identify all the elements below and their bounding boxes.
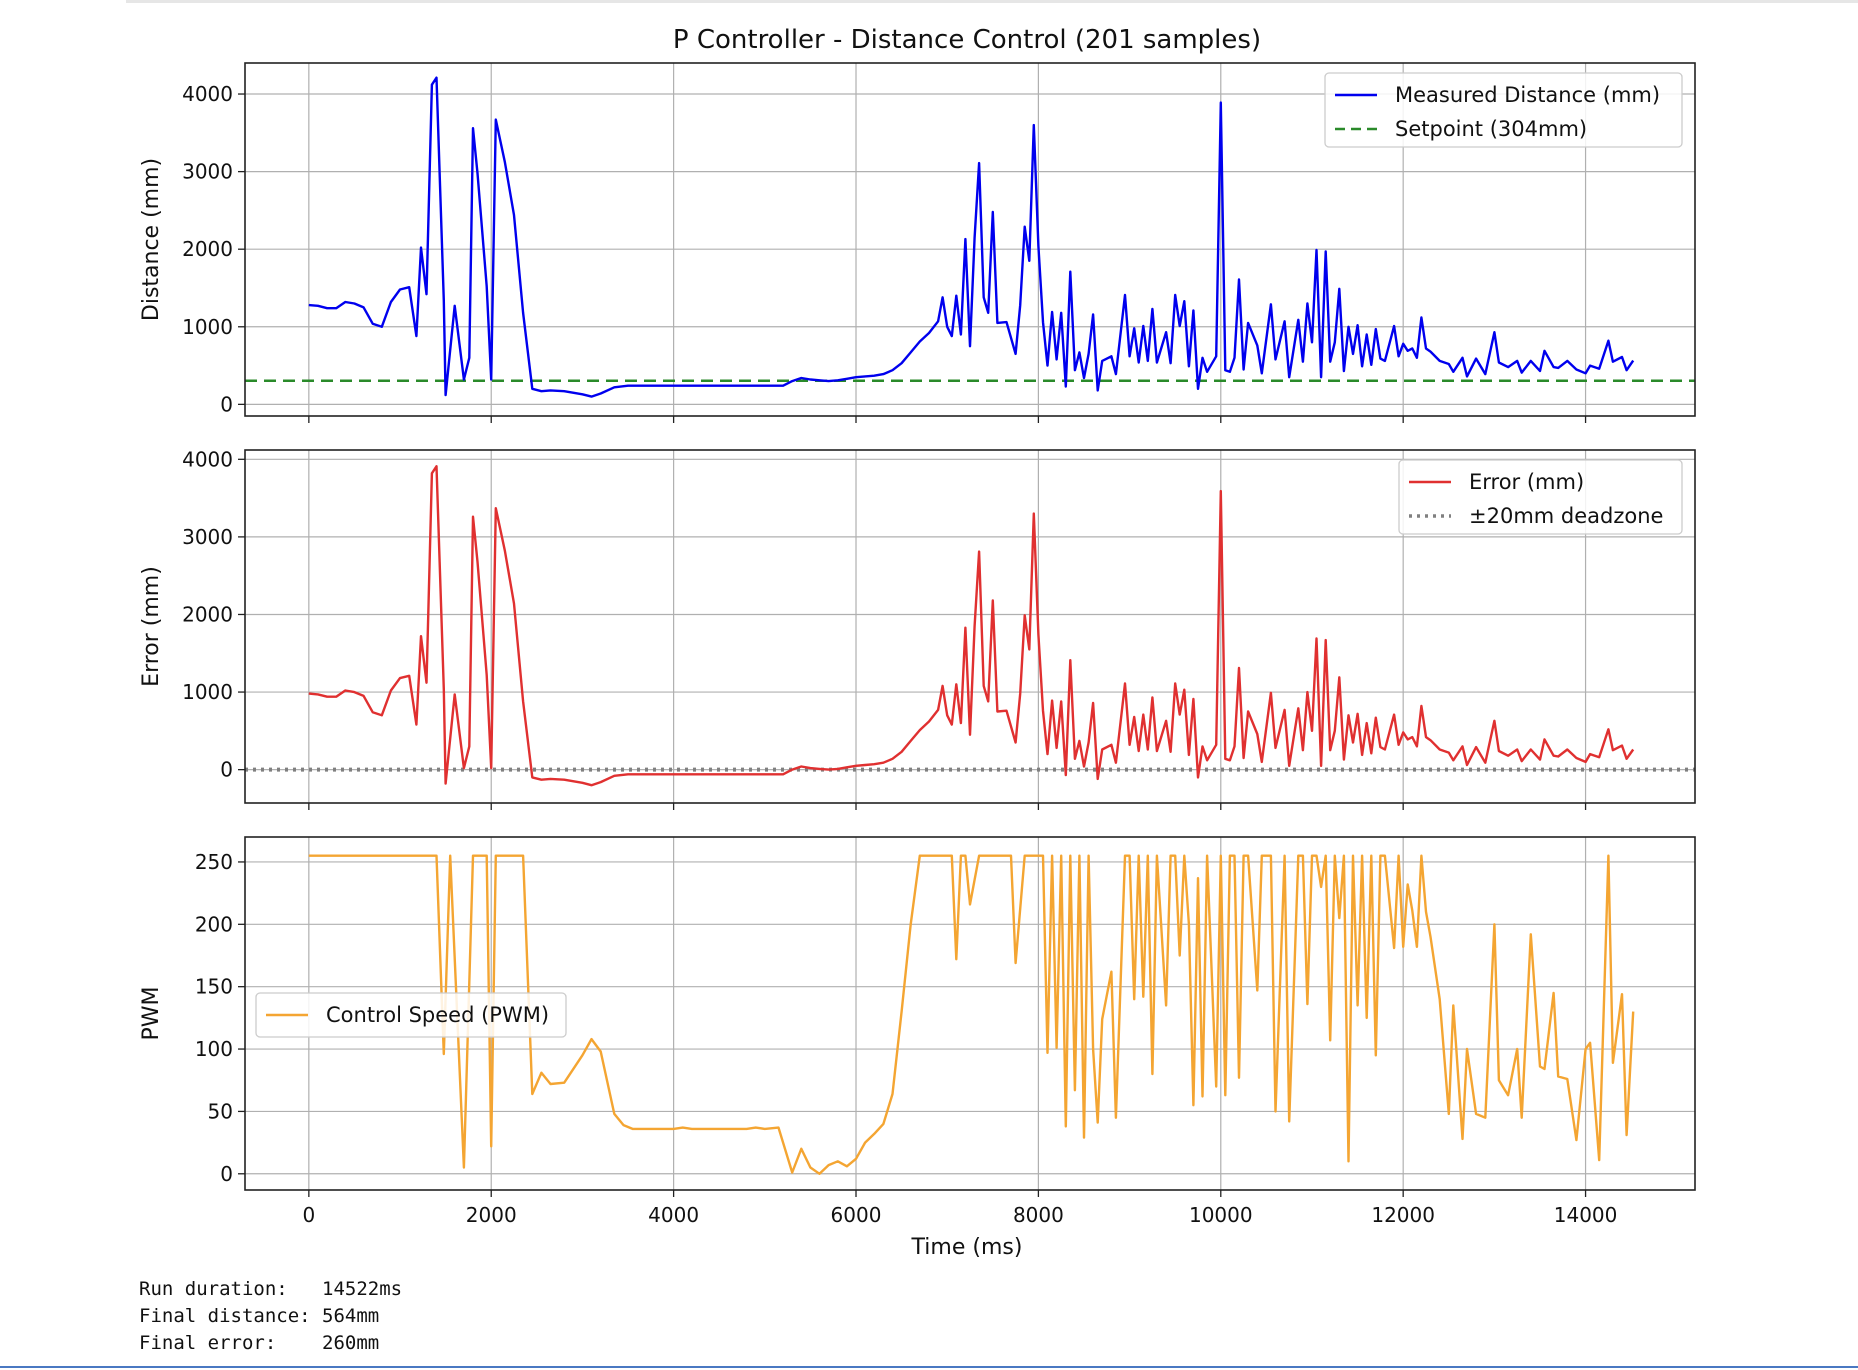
summary-value: 260mm [322, 1332, 380, 1354]
y-tick-label: 100 [195, 1037, 233, 1061]
summary-label: Final error: [139, 1332, 323, 1354]
plot-frame [244, 62, 1696, 417]
y-tick-label: 50 [208, 1099, 233, 1123]
x-tick-label: 6000 [831, 1203, 882, 1227]
summary-value: 564mm [322, 1305, 380, 1327]
cell-bottom-border [0, 1366, 1858, 1368]
summary-label: Run duration: [139, 1278, 323, 1300]
legend: Error (mm) ±20mm deadzone [1398, 459, 1683, 535]
y-tick-label: 4000 [182, 447, 233, 471]
summary-label: Final distance: [139, 1305, 323, 1327]
y-tick-label: 1000 [182, 315, 233, 339]
y-tick-label: 3000 [182, 160, 233, 184]
legend-box [255, 992, 567, 1038]
x-tick-label: 8000 [1013, 1203, 1064, 1227]
legend: Control Speed (PWM) [255, 992, 567, 1038]
y-tick-label: 0 [220, 1162, 233, 1186]
legend-box [1324, 72, 1683, 148]
y-axis-label: Error (mm) [139, 566, 164, 687]
series-line [308, 465, 1635, 787]
series-line [308, 854, 1635, 1175]
run-summary: Run duration: 14522ms Final distance: 564… [139, 1276, 402, 1357]
legend-label: Measured Distance (mm) [1395, 83, 1660, 107]
y-tick-label: 250 [195, 850, 233, 874]
summary-row: Final distance: 564mm [139, 1303, 402, 1330]
legend-label: Error (mm) [1469, 470, 1584, 494]
subplot-3: 0 2000 4000 6000 8000 10000 12000 14000 0 50 100 15… [139, 836, 1696, 1227]
summary-row: Final error: 260mm [139, 1330, 402, 1357]
y-axis-label: Distance (mm) [139, 158, 164, 321]
subplot-2: 0 1000 2000 3000 4000 Error (mm) Error (mm) ±20… [139, 447, 1696, 810]
x-tick-label: 10000 [1189, 1203, 1253, 1227]
x-tick-label: 4000 [648, 1203, 699, 1227]
x-tick-label: 14000 [1554, 1203, 1618, 1227]
y-axis-label: PWM [139, 986, 164, 1040]
subplot-1: 0 1000 2000 3000 4000 Distance (mm) Measured D… [139, 62, 1696, 423]
y-tick-label: 200 [195, 912, 233, 936]
summary-value: 14522ms [322, 1278, 403, 1300]
figure: P Controller - Distance Control (201 sam… [139, 25, 1696, 1260]
x-tick-label: 0 [302, 1203, 315, 1227]
series-line [308, 76, 1635, 398]
y-tick-label: 150 [195, 975, 233, 999]
y-tick-label: 2000 [182, 602, 233, 626]
y-tick-label: 2000 [182, 237, 233, 261]
chart-title: P Controller - Distance Control (201 sam… [673, 25, 1261, 55]
y-tick-label: 4000 [182, 82, 233, 106]
x-axis-label: Time (ms) [911, 1235, 1023, 1260]
summary-row: Run duration: 14522ms [139, 1276, 402, 1303]
legend-label: Setpoint (304mm) [1395, 117, 1587, 141]
legend-box [1398, 459, 1683, 535]
plot-frame [244, 836, 1696, 1191]
cell-top-border [126, 0, 1858, 3]
legend-label: ±20mm deadzone [1469, 504, 1663, 528]
y-tick-label: 0 [220, 392, 233, 416]
legend-label: Control Speed (PWM) [326, 1003, 549, 1027]
x-tick-label: 2000 [466, 1203, 517, 1227]
y-tick-label: 1000 [182, 680, 233, 704]
y-tick-label: 0 [220, 758, 233, 782]
plot-frame [244, 449, 1696, 804]
x-tick-label: 12000 [1371, 1203, 1435, 1227]
y-tick-label: 3000 [182, 525, 233, 549]
legend: Measured Distance (mm) Setpoint (304mm) [1324, 72, 1683, 148]
